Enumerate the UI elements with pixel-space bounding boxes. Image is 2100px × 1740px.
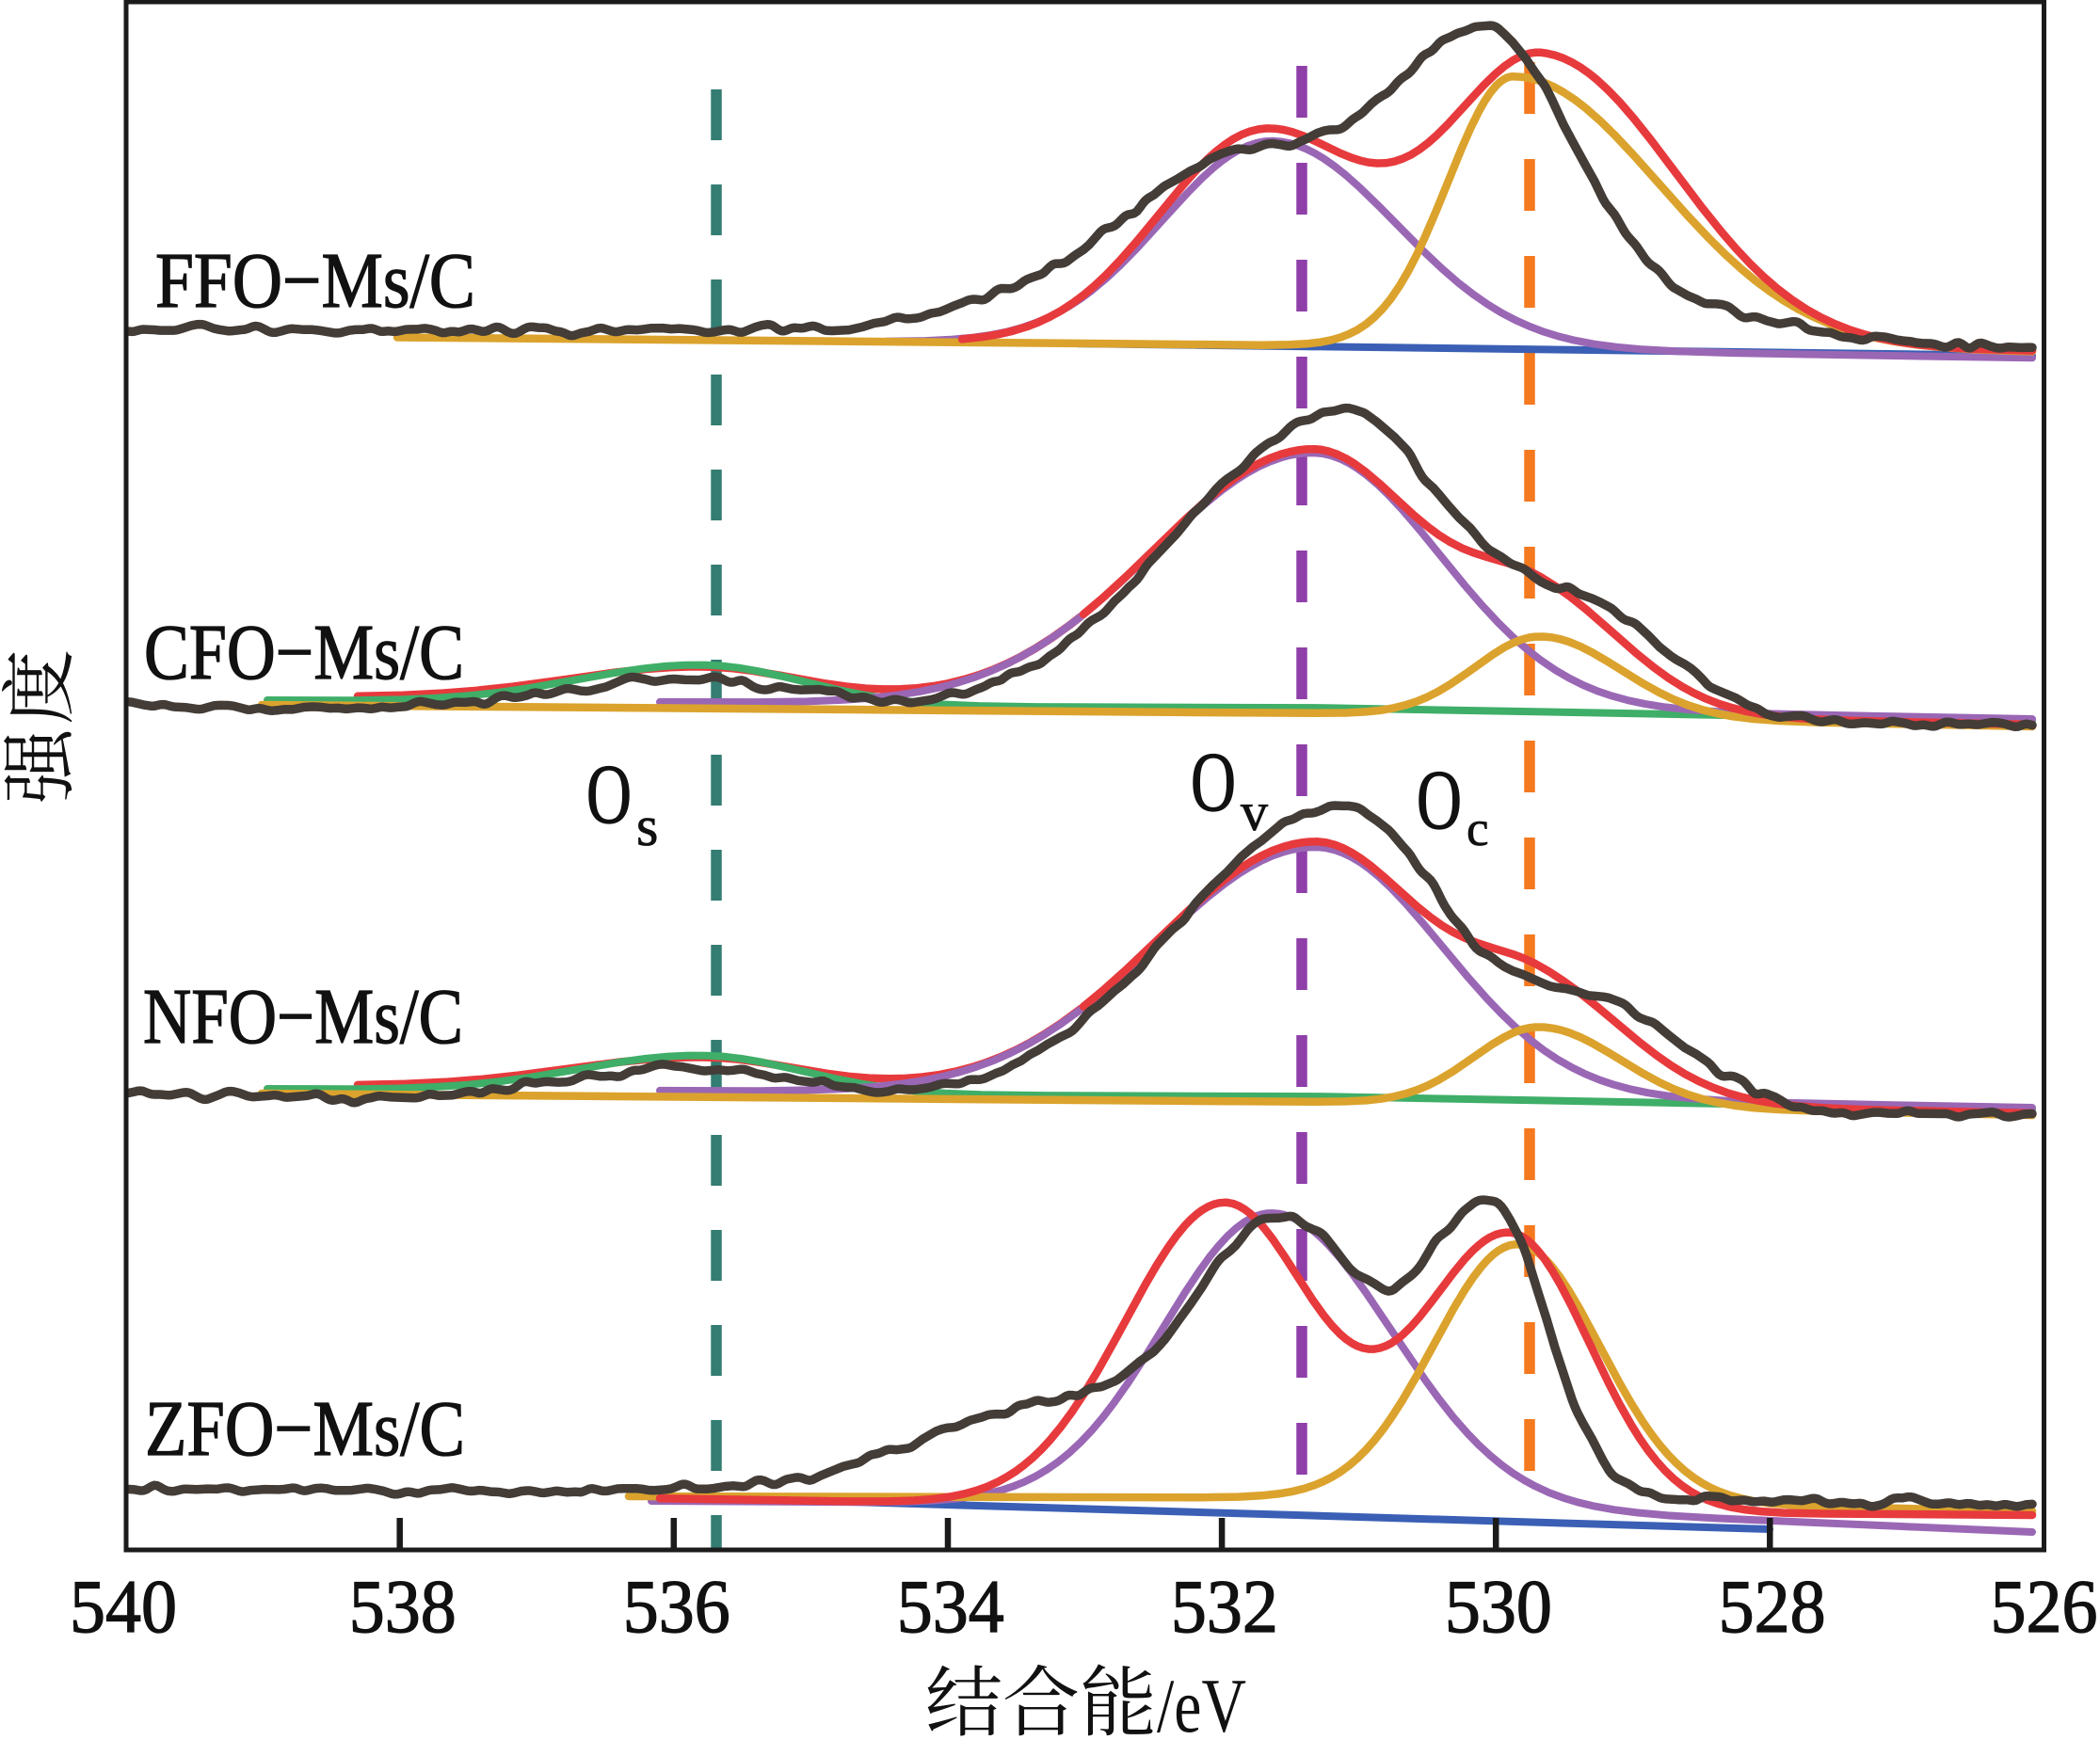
svg-text:ZFO−Ms/C: ZFO−Ms/C (145, 1385, 465, 1473)
svg-text:532: 532 (1171, 1564, 1278, 1649)
svg-text:526: 526 (1991, 1564, 2098, 1649)
svg-text:s: s (636, 795, 658, 857)
svg-text:536: 536 (623, 1564, 730, 1649)
svg-text:538: 538 (349, 1564, 457, 1649)
svg-text:O: O (586, 748, 632, 841)
svg-text:c: c (1467, 802, 1489, 856)
svg-text:v: v (1241, 781, 1268, 842)
svg-text:/eV: /eV (1157, 1663, 1246, 1740)
svg-text:530: 530 (1445, 1564, 1552, 1649)
svg-text:CFO−Ms/C: CFO−Ms/C (144, 609, 464, 696)
svg-text:534: 534 (897, 1564, 1004, 1649)
svg-text:O: O (1191, 736, 1236, 829)
svg-text:FFO−Ms/C: FFO−Ms/C (155, 237, 475, 325)
svg-text:O: O (1417, 754, 1462, 847)
svg-text:540: 540 (70, 1564, 177, 1649)
svg-text:NFO−Ms/C: NFO−Ms/C (143, 973, 463, 1061)
svg-text:528: 528 (1719, 1564, 1826, 1649)
